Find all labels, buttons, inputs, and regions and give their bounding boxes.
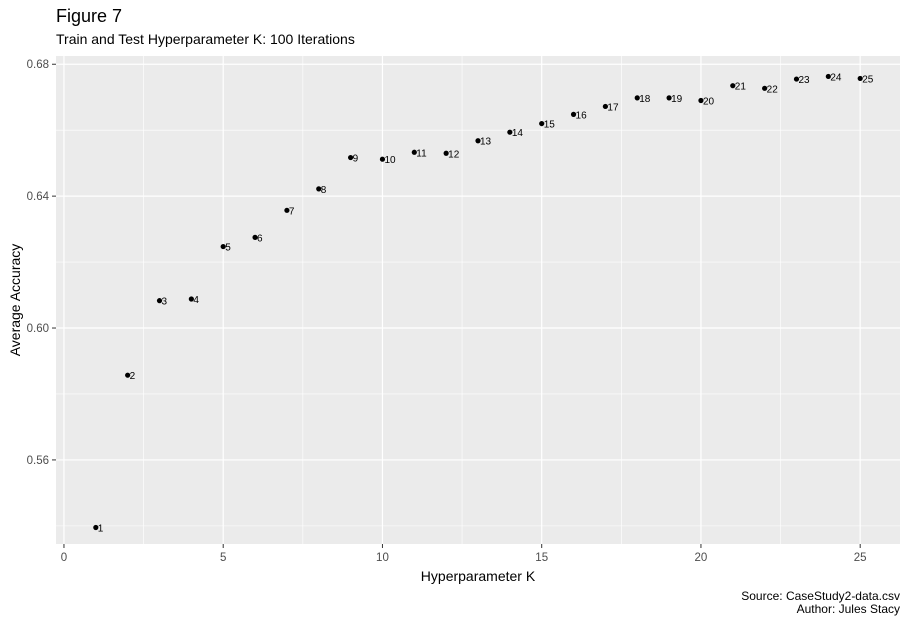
data-point-label: 21 — [735, 82, 747, 93]
data-point — [252, 234, 258, 240]
y-tick-label: 0.64 — [27, 191, 50, 203]
data-point-label: 15 — [544, 120, 556, 131]
data-point-label: 10 — [384, 155, 396, 166]
x-tick-label: 25 — [854, 552, 867, 564]
x-tick-label: 10 — [376, 552, 389, 564]
data-point-label: 7 — [289, 206, 295, 217]
data-point — [220, 243, 226, 250]
data-point — [475, 138, 481, 144]
chart-subtitle: Train and Test Hyperparameter K: 100 Ite… — [56, 31, 355, 47]
data-point-label: 14 — [512, 128, 524, 139]
data-point — [666, 95, 672, 101]
data-point-label: 1 — [98, 524, 104, 535]
data-point-label: 23 — [798, 75, 810, 86]
caption-source: Source: CaseStudy2-data.csv — [741, 589, 900, 603]
data-point — [730, 83, 736, 89]
data-point-label: 25 — [862, 74, 874, 85]
data-point — [93, 524, 99, 531]
data-point — [602, 103, 608, 110]
data-point — [507, 129, 513, 135]
data-point — [857, 75, 863, 82]
data-point-label: 5 — [225, 243, 231, 254]
data-point-label: 2 — [130, 371, 136, 382]
data-point-label: 22 — [767, 84, 779, 95]
data-point — [156, 298, 163, 304]
data-point-label: 12 — [448, 149, 460, 160]
data-point-label: 13 — [480, 137, 492, 148]
y-tick-label: 0.60 — [27, 323, 49, 335]
data-point — [793, 76, 800, 82]
data-point — [125, 372, 131, 378]
data-point — [443, 150, 449, 156]
data-point — [634, 95, 640, 101]
data-point — [762, 85, 768, 91]
data-point — [825, 73, 831, 80]
data-point-label: 6 — [257, 233, 263, 244]
y-tick-label: 0.68 — [27, 59, 49, 71]
data-point-label: 24 — [830, 72, 842, 83]
data-point-label: 20 — [703, 97, 715, 108]
x-tick-label: 5 — [220, 552, 226, 564]
y-axis-title: Average Accuracy — [7, 244, 23, 357]
data-point — [539, 120, 545, 127]
data-point-label: 16 — [576, 110, 588, 121]
data-point-label: 8 — [321, 185, 327, 196]
caption-author: Author: Jules Stacy — [796, 602, 900, 616]
data-point — [316, 186, 322, 192]
x-tick-label: 20 — [695, 552, 708, 564]
data-point-label: 9 — [353, 154, 359, 165]
data-point-label: 3 — [162, 297, 168, 308]
data-point — [188, 296, 194, 302]
chart-title: Figure 7 — [56, 6, 123, 26]
data-point-label: 19 — [671, 94, 683, 105]
data-point-label: 4 — [193, 295, 199, 306]
data-point — [348, 154, 354, 161]
data-point-label: 18 — [639, 94, 651, 105]
data-point-label: 11 — [416, 148, 427, 159]
x-axis-title: Hyperparameter K — [421, 568, 536, 584]
y-tick-label: 0.56 — [27, 455, 49, 467]
data-point — [379, 156, 386, 162]
x-tick-label: 15 — [535, 552, 548, 564]
data-point — [698, 97, 704, 104]
plot-panel — [56, 56, 900, 544]
chart-caption: Source: CaseStudy2-data.csv Author: Jule… — [741, 590, 900, 616]
x-tick-label: 0 — [61, 552, 67, 564]
data-point-label: 17 — [607, 102, 619, 113]
data-point — [570, 111, 577, 117]
data-point — [284, 207, 290, 213]
data-point — [411, 149, 417, 155]
